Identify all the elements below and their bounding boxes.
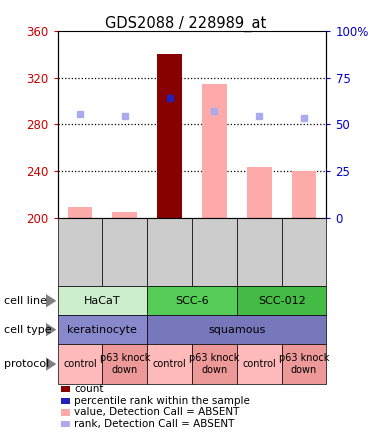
- Text: GSM112326: GSM112326: [120, 222, 130, 281]
- Text: control: control: [242, 359, 276, 369]
- Text: GSM112329: GSM112329: [165, 222, 175, 281]
- Polygon shape: [46, 294, 56, 308]
- Text: HaCaT: HaCaT: [84, 296, 121, 306]
- Text: control: control: [63, 359, 97, 369]
- Text: GSM112330: GSM112330: [209, 222, 219, 281]
- Text: p63 knock
down: p63 knock down: [189, 353, 240, 375]
- Polygon shape: [46, 357, 56, 371]
- Text: control: control: [153, 359, 187, 369]
- Text: count: count: [74, 385, 104, 394]
- Text: cell type: cell type: [4, 325, 51, 335]
- Text: protocol: protocol: [4, 359, 49, 369]
- Text: GDS2088 / 228989_at: GDS2088 / 228989_at: [105, 16, 266, 32]
- Text: percentile rank within the sample: percentile rank within the sample: [74, 396, 250, 406]
- Text: rank, Detection Call = ABSENT: rank, Detection Call = ABSENT: [74, 419, 234, 429]
- Bar: [112, 212, 137, 218]
- Bar: [68, 207, 92, 218]
- Bar: [202, 83, 227, 218]
- Text: keratinocyte: keratinocyte: [68, 325, 137, 335]
- Text: p63 knock
down: p63 knock down: [279, 353, 329, 375]
- Bar: [247, 167, 272, 218]
- Text: p63 knock
down: p63 knock down: [99, 353, 150, 375]
- Bar: [157, 54, 182, 218]
- Text: SCC-6: SCC-6: [175, 296, 209, 306]
- Bar: [292, 171, 316, 218]
- Text: squamous: squamous: [208, 325, 266, 335]
- Text: cell line: cell line: [4, 296, 47, 306]
- Text: GSM112328: GSM112328: [299, 222, 309, 281]
- Text: GSM112327: GSM112327: [254, 222, 264, 281]
- Polygon shape: [46, 323, 56, 337]
- Text: value, Detection Call = ABSENT: value, Detection Call = ABSENT: [74, 408, 240, 417]
- Text: GSM112325: GSM112325: [75, 222, 85, 281]
- Text: SCC-012: SCC-012: [258, 296, 306, 306]
